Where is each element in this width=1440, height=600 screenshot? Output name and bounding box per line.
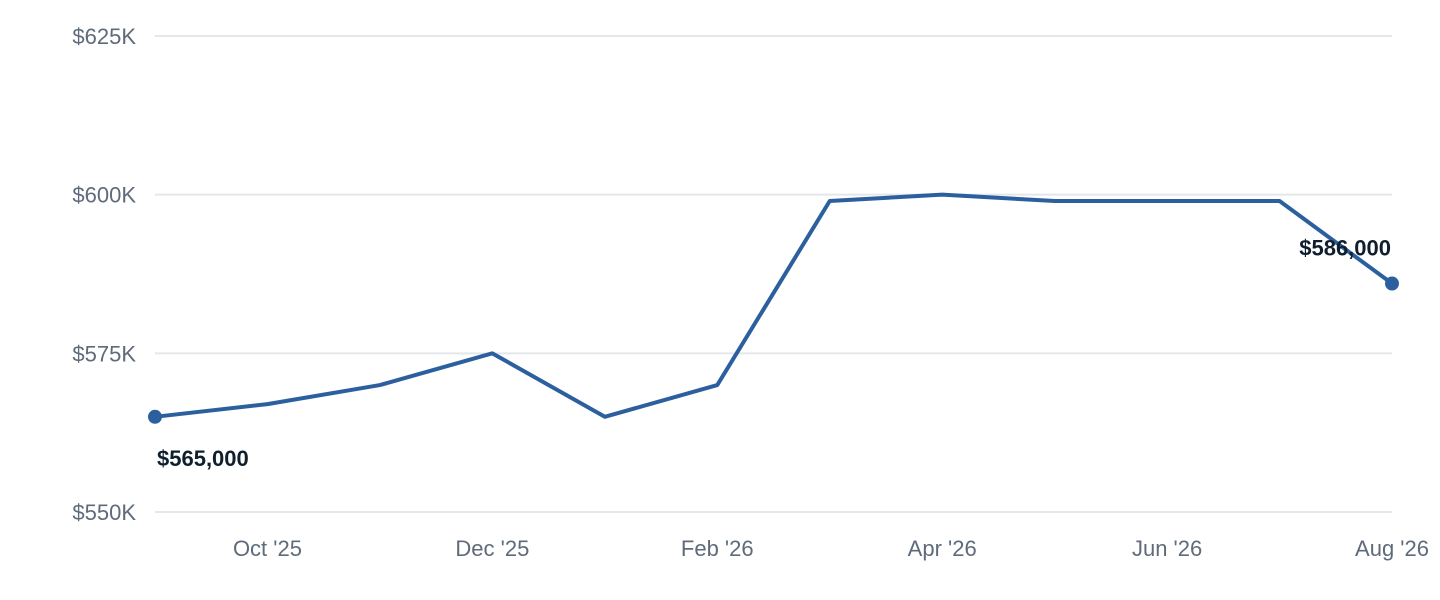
data-label: $586,000 bbox=[1299, 236, 1391, 261]
x-tick-label: Jun '26 bbox=[1132, 536, 1202, 561]
x-tick-label: Oct '25 bbox=[233, 536, 302, 561]
data-point-marker bbox=[1385, 276, 1399, 291]
y-tick-label: $575K bbox=[72, 341, 136, 366]
y-tick-label: $550K bbox=[72, 500, 136, 525]
grid-layer bbox=[155, 35, 1392, 513]
y-axis: $550K $575K $600K $625K bbox=[72, 24, 136, 525]
y-tick-label: $625K bbox=[72, 24, 136, 49]
series-line bbox=[153, 192, 1394, 419]
y-tick-label: $600K bbox=[72, 183, 136, 208]
x-tick-label: Apr '26 bbox=[908, 536, 977, 561]
x-tick-label: Dec '25 bbox=[455, 536, 529, 561]
marker-layer bbox=[148, 276, 1399, 424]
x-axis: Oct '25 Dec '25 Feb '26 Apr '26 Jun '26 Aug '… bbox=[233, 536, 1429, 561]
data-label-layer: $565,000 $586,000 bbox=[157, 236, 1391, 471]
data-label: $565,000 bbox=[157, 446, 249, 471]
data-point-marker bbox=[148, 409, 162, 424]
series-layer bbox=[153, 192, 1394, 419]
x-tick-label: Feb '26 bbox=[681, 536, 754, 561]
x-tick-label: Aug '26 bbox=[1355, 536, 1429, 561]
